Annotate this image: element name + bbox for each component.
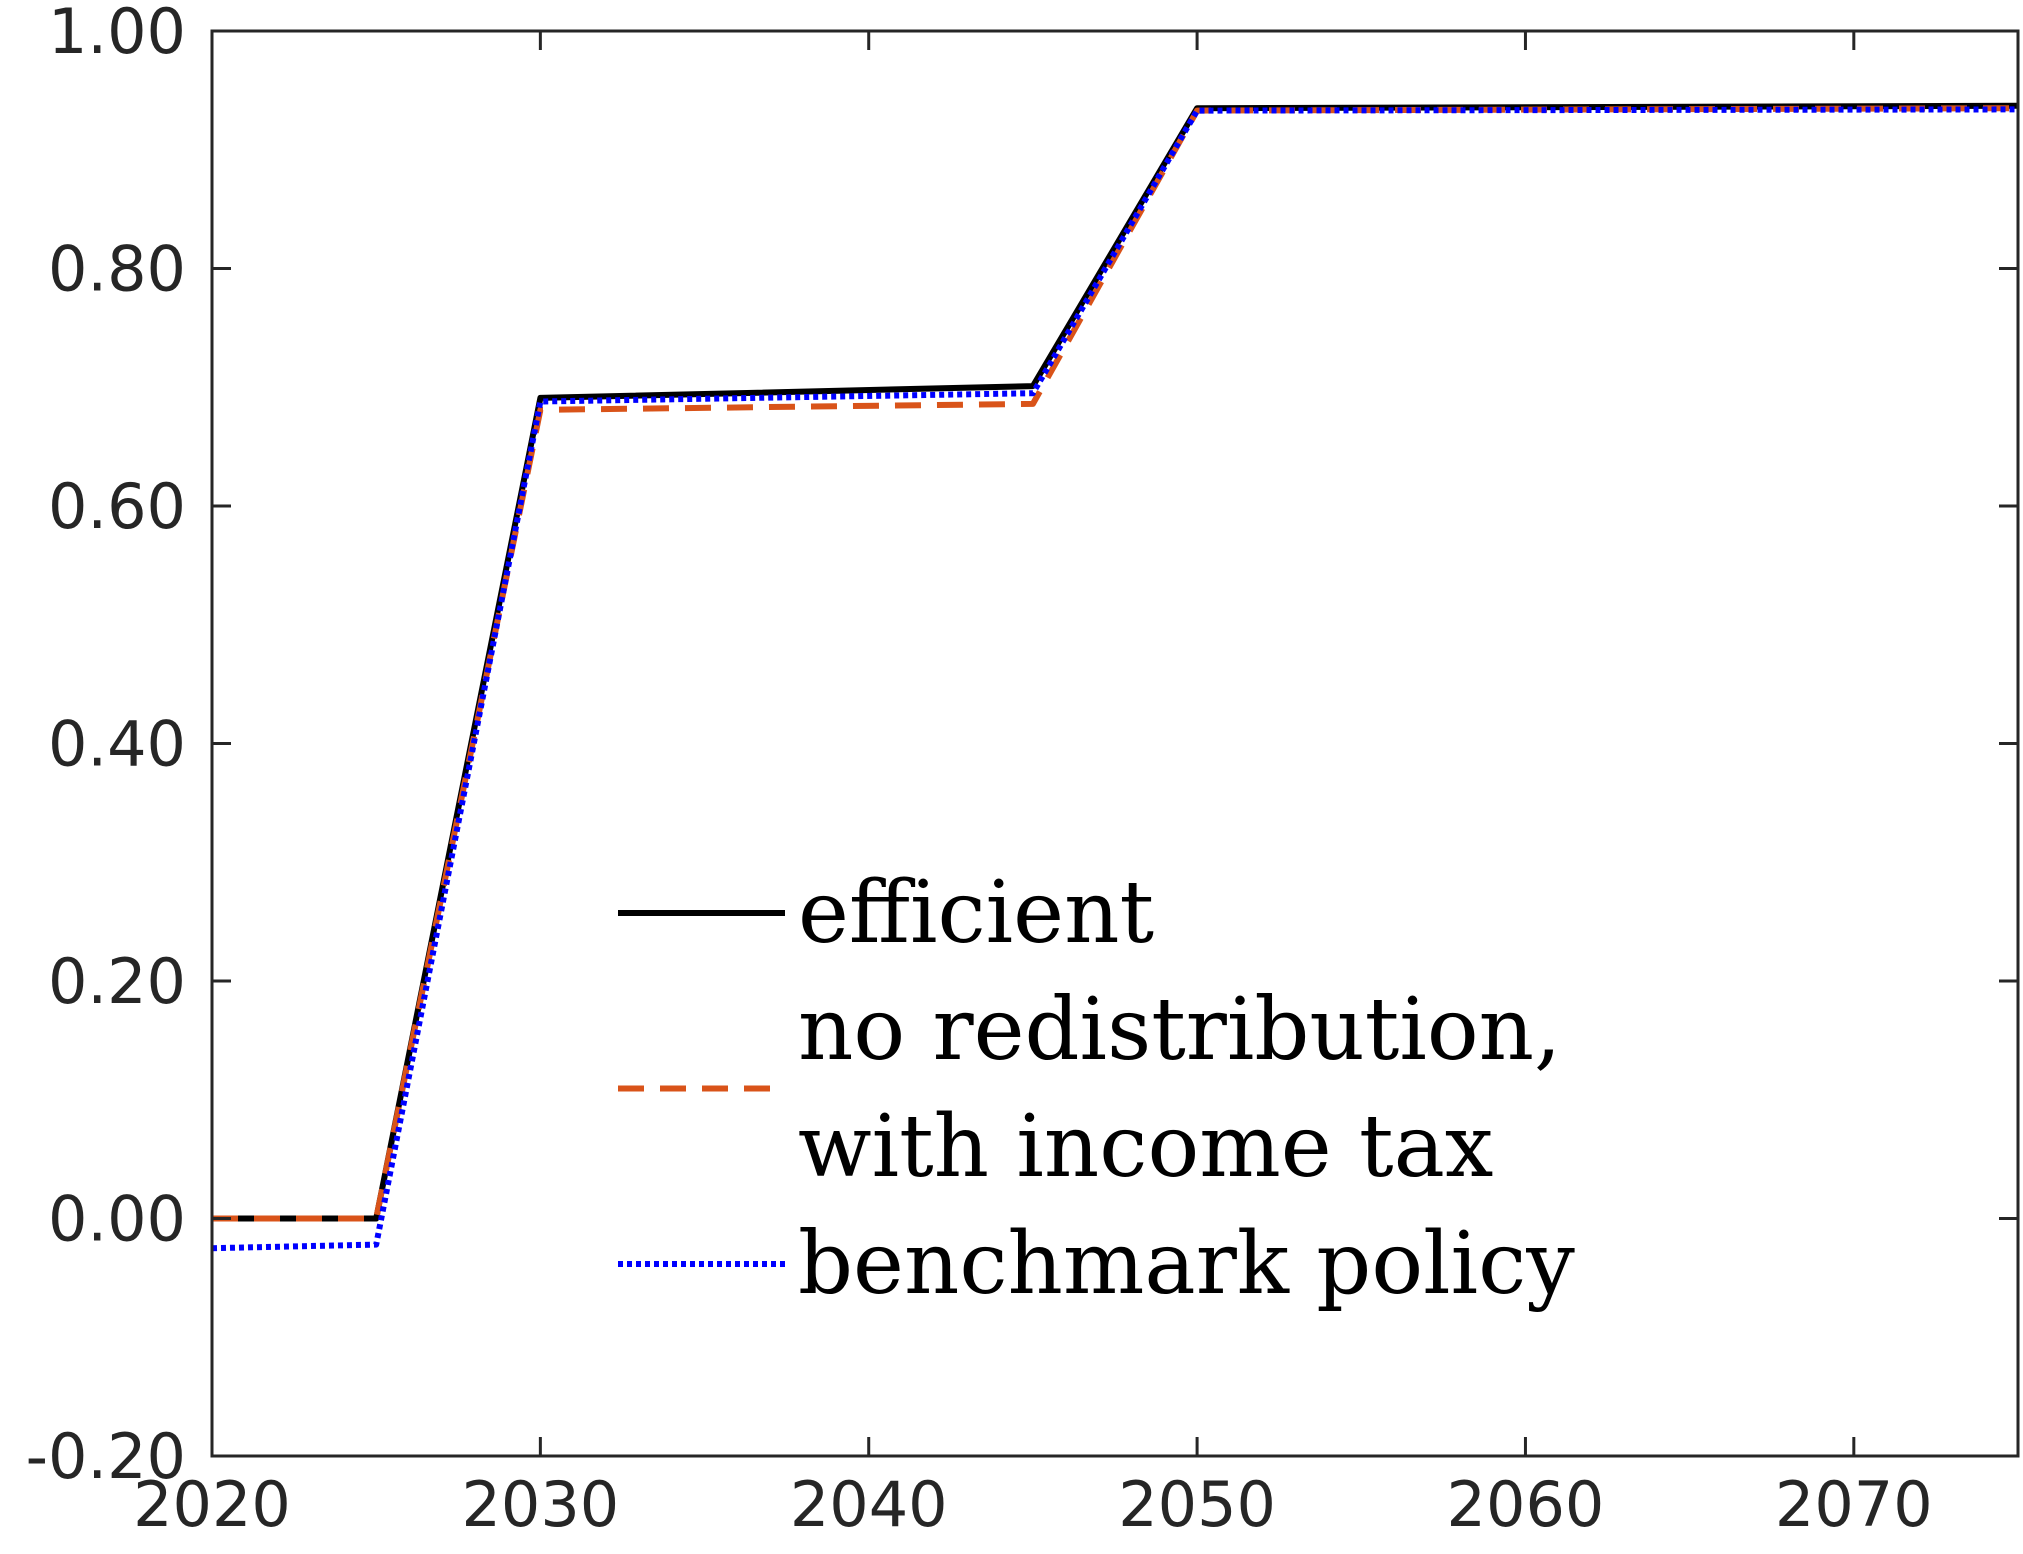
ticks-layer: 2020 2030 2040 2050 2060 2070 -0.20 0.00 0.20 0.4… [26, 0, 2018, 1541]
y-tick-label: 0.20 [48, 945, 186, 1018]
x-tick-label: 2030 [461, 1468, 619, 1541]
plot-area [212, 31, 2018, 1456]
plot-background [212, 31, 2018, 1456]
series-line-3 [211, 106, 2019, 1252]
y-tick-label: 0.60 [48, 470, 186, 543]
legend-label-2: no redistribution, [798, 980, 1561, 1080]
legend-label-3: benchmark policy [798, 1214, 1575, 1314]
legend-label-1: efficient [798, 863, 1154, 963]
y-tick-label: -0.20 [26, 1420, 186, 1493]
legend: efficient no redistribution, with income t… [618, 863, 1575, 1314]
x-tick-label: 2040 [790, 1468, 948, 1541]
x-tick-label: 2020 [133, 1468, 291, 1541]
series-layer [211, 102, 2019, 1252]
y-tick-label: 0.00 [48, 1183, 186, 1256]
y-tick-label: 0.80 [48, 233, 186, 306]
legend-label-2: with income tax [798, 1097, 1493, 1197]
series-line-2 [212, 105, 2019, 1222]
x-tick-label: 2060 [1447, 1468, 1605, 1541]
x-tick-label: 2070 [1775, 1468, 1933, 1541]
x-tick-label: 2050 [1118, 1468, 1276, 1541]
y-tick-label: 1.00 [48, 0, 186, 68]
y-tick-label: 0.40 [48, 708, 186, 781]
